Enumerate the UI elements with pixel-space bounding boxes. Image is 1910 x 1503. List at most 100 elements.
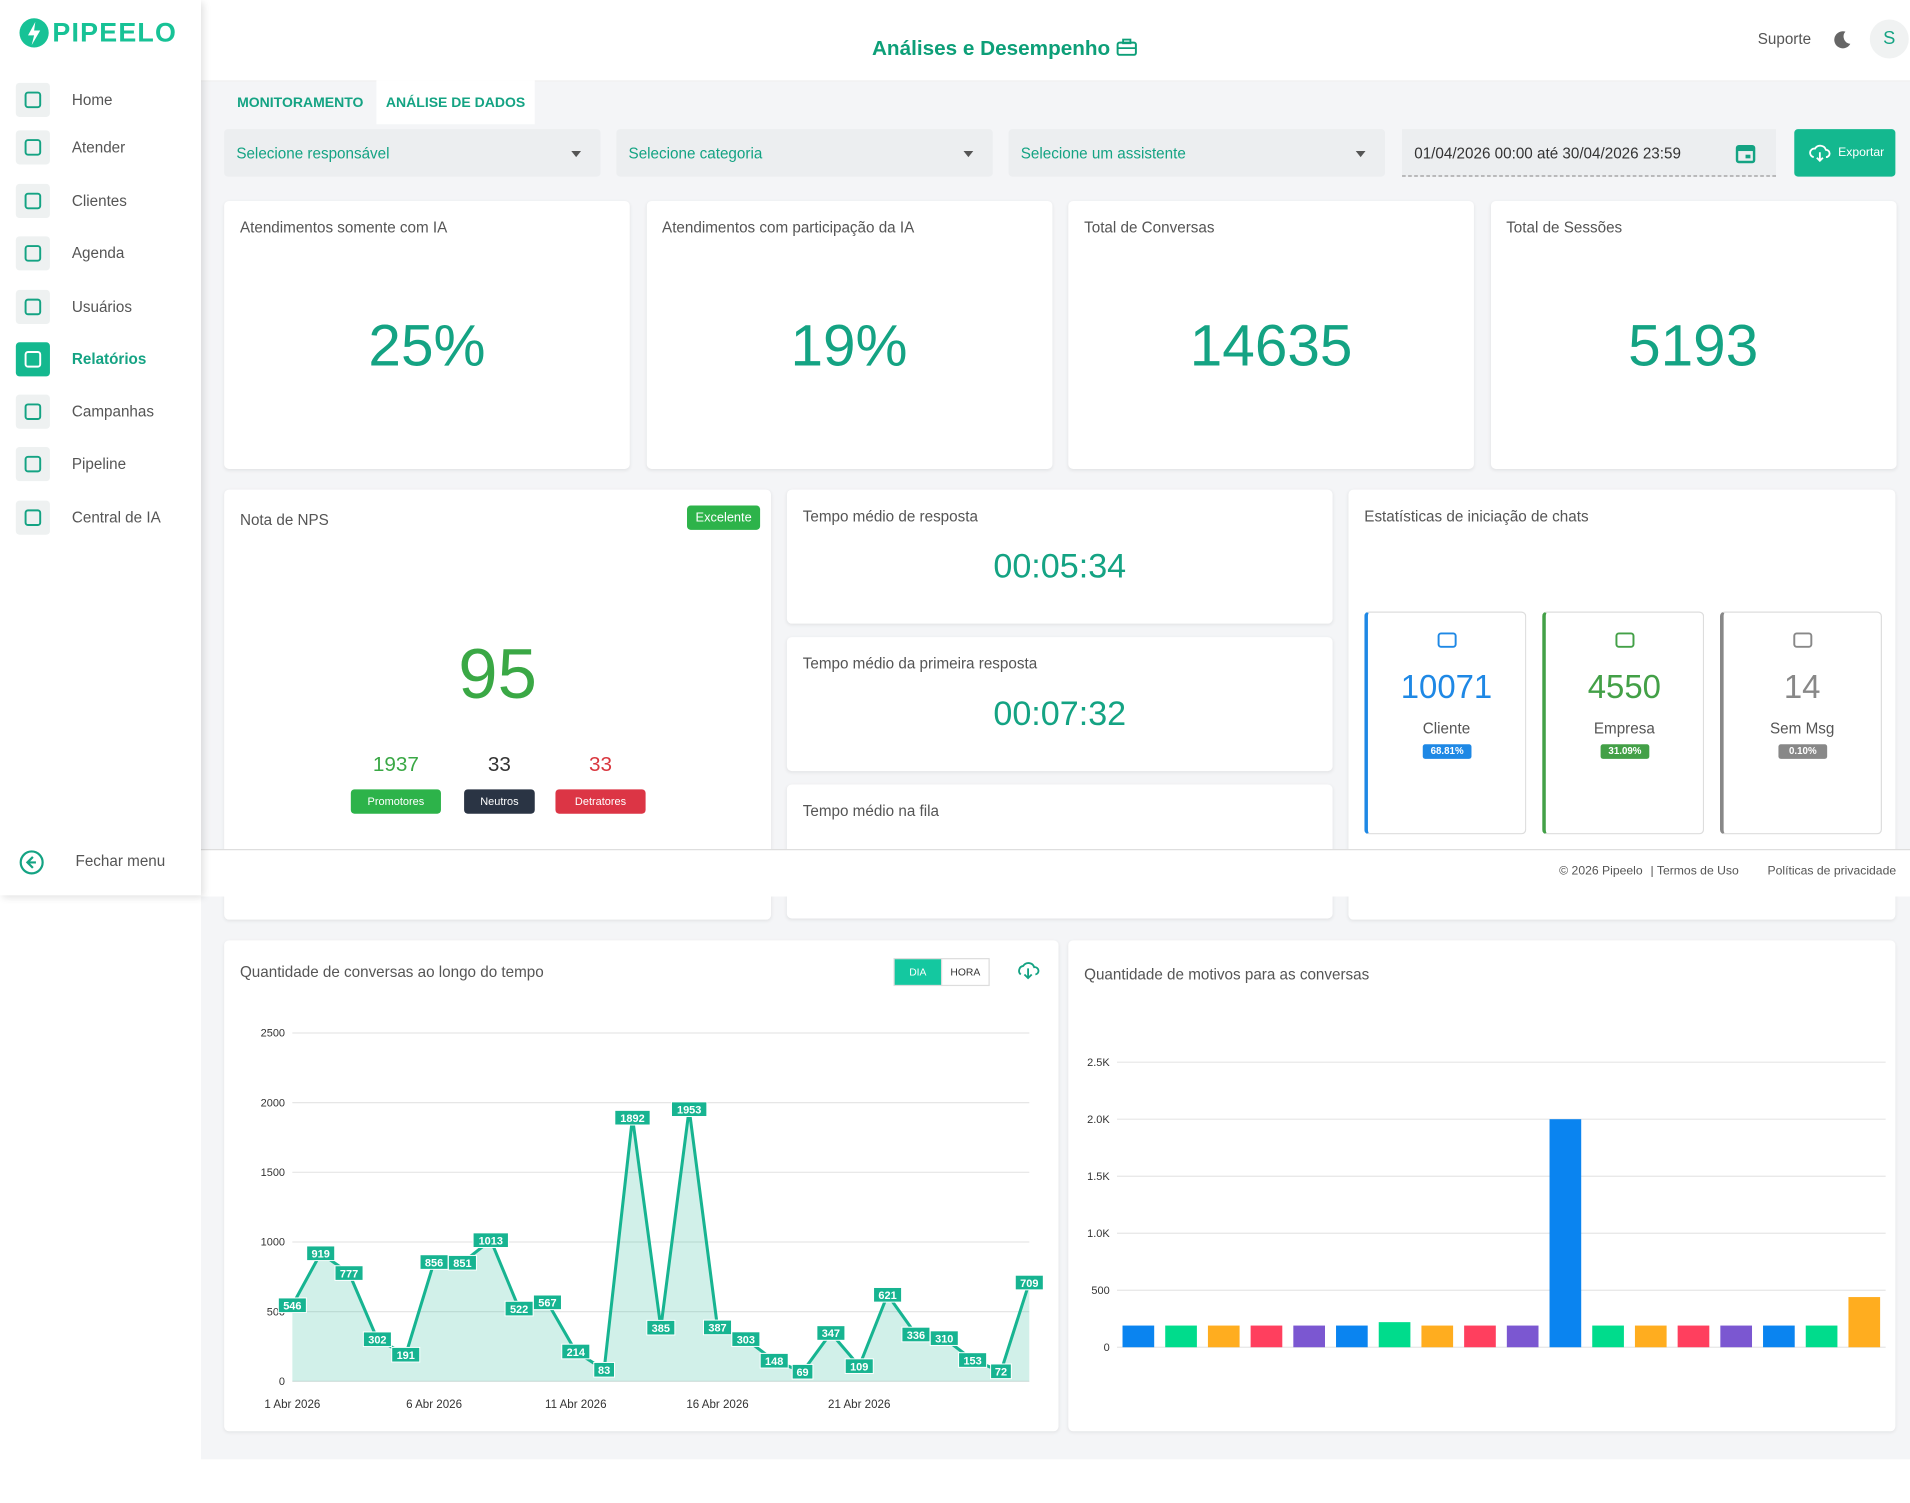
chat-stat-percent: 0.10% (1778, 744, 1828, 759)
nav-item[interactable]: Home (71, 91, 113, 109)
select[interactable]: Selecione um assistente (1008, 129, 1385, 177)
date-range-text: 01/04/2026 00:00 até 30/04/2026 23:59 (1414, 144, 1681, 163)
privacy-link[interactable]: Políticas de privacidade (1767, 864, 1897, 879)
footer: © 2026 Pipeelo | Termos de Uso Políticas… (0, 849, 1910, 897)
nav-icon[interactable] (15, 82, 50, 117)
tab[interactable]: ANÁLISE DE DADOS (376, 80, 535, 125)
logo-icon (19, 18, 49, 48)
y-tick-label: 1.0K (1087, 1228, 1110, 1240)
data-label-box (958, 1352, 988, 1368)
close-menu-icon[interactable] (18, 849, 45, 876)
nav-icon[interactable] (15, 342, 50, 377)
terms-link[interactable]: | Termos de Uso (1650, 864, 1739, 879)
kpi-card: Total de Conversas 14635 (1068, 200, 1474, 469)
bar (1207, 1325, 1240, 1348)
nav-icon[interactable] (15, 447, 50, 482)
nav-icon[interactable] (15, 289, 50, 325)
y-tick-label: 1000 (261, 1237, 285, 1249)
chat-stat-value: 10071 (1400, 668, 1493, 706)
toggle-label: DIA (909, 968, 926, 979)
bar (1336, 1325, 1368, 1348)
select-caret (571, 151, 582, 162)
data-label-box (759, 1352, 789, 1369)
nav-item[interactable]: Clientes (71, 192, 127, 210)
bar (1634, 1325, 1667, 1348)
nav-item[interactable]: Relatórios (71, 350, 147, 368)
nav-glyph (24, 245, 42, 262)
kpi-value: 14635 (1189, 314, 1353, 379)
nps-badge: Excelente (687, 505, 761, 530)
export-button[interactable]: Exportar (1794, 129, 1896, 177)
time-value: 00:07:32 (993, 694, 1127, 733)
tab[interactable]: MONITORAMENTO (237, 96, 364, 111)
nav-glyph (24, 351, 42, 368)
dark-mode-toggle[interactable] (1831, 29, 1853, 51)
nav-glyph (24, 139, 42, 156)
nav-item[interactable]: Usuários (71, 298, 132, 316)
support-link[interactable]: Suporte (1757, 30, 1812, 48)
data-label: 109 (850, 1361, 868, 1373)
chat-stats-card: Estatísticas de iniciação de chats 10071… (1348, 489, 1896, 920)
data-label-box (731, 1331, 761, 1347)
nav-icon[interactable] (15, 394, 50, 429)
nps-card: Nota de NPS Excelente 95 1937 Promotores 3… (224, 489, 772, 920)
data-label: 1953 (677, 1104, 701, 1116)
chart-title: Quantidade de motivos para as conversas (1084, 966, 1369, 983)
data-label: 153 (963, 1355, 981, 1367)
nav-icon[interactable] (15, 130, 50, 165)
data-label: 69 (796, 1367, 808, 1379)
y-tick-label: 0 (279, 1376, 285, 1388)
nav-icon[interactable] (15, 183, 50, 219)
nav-item[interactable]: Pipeline (71, 455, 127, 473)
nav-icon[interactable] (15, 236, 50, 271)
avatar[interactable]: S (1869, 19, 1909, 59)
toggle-button[interactable] (940, 958, 990, 987)
bar (1165, 1325, 1197, 1348)
kpi-card: Atendimentos com participação da IA 19% (646, 200, 1052, 469)
data-label: 214 (567, 1347, 586, 1359)
x-tick-label: 1 Abr 2026 (264, 1399, 320, 1411)
data-label-box (447, 1254, 477, 1271)
y-tick-label: 2.5K (1087, 1057, 1110, 1069)
select-caret (963, 151, 974, 162)
select-placeholder: Selecione um assistente (1020, 144, 1186, 163)
nav-item[interactable]: Atender (71, 138, 126, 156)
data-label-box (593, 1361, 615, 1378)
nav-item[interactable]: Central de IA (71, 509, 161, 527)
nav-item[interactable]: Campanhas (71, 403, 154, 421)
bar (1720, 1325, 1753, 1348)
download-icon[interactable] (1018, 962, 1040, 980)
nav-icon[interactable] (15, 500, 50, 535)
data-label-box (929, 1330, 959, 1346)
data-label: 777 (340, 1268, 358, 1280)
select[interactable]: Selecione responsável (224, 129, 601, 177)
nav-glyph (24, 509, 42, 526)
data-label-box (646, 1319, 676, 1336)
data-label: 546 (283, 1301, 301, 1313)
x-tick-label: 21 Abr 2026 (828, 1399, 890, 1411)
data-label: 387 (708, 1323, 726, 1335)
chat-stat-icon (1437, 632, 1457, 648)
nav-item[interactable]: Agenda (71, 244, 125, 262)
time-card: Tempo médio de resposta 00:05:34 (786, 489, 1333, 624)
toggle-label: HORA (950, 968, 980, 979)
bar (1506, 1325, 1539, 1348)
date-range[interactable]: 01/04/2026 00:00 até 30/04/2026 23:59 (1402, 129, 1777, 177)
chat-stat-value: 14 (1783, 668, 1821, 706)
glyph (1793, 632, 1813, 648)
data-label: 851 (453, 1258, 471, 1270)
bar (1848, 1297, 1881, 1348)
kpi-card: Total de Sessões 5193 (1490, 200, 1896, 469)
data-label-box (791, 1363, 814, 1380)
data-label: 303 (737, 1334, 755, 1346)
select[interactable]: Selecione categoria (616, 129, 993, 177)
data-label-box (990, 1363, 1012, 1380)
nps-group-badge: Detratores (555, 789, 646, 814)
data-label: 302 (368, 1335, 386, 1347)
y-tick-label: 2000 (261, 1097, 285, 1109)
data-label-box (277, 1297, 307, 1314)
close-menu[interactable]: Fechar menu (75, 852, 166, 870)
data-label: 856 (425, 1257, 443, 1269)
